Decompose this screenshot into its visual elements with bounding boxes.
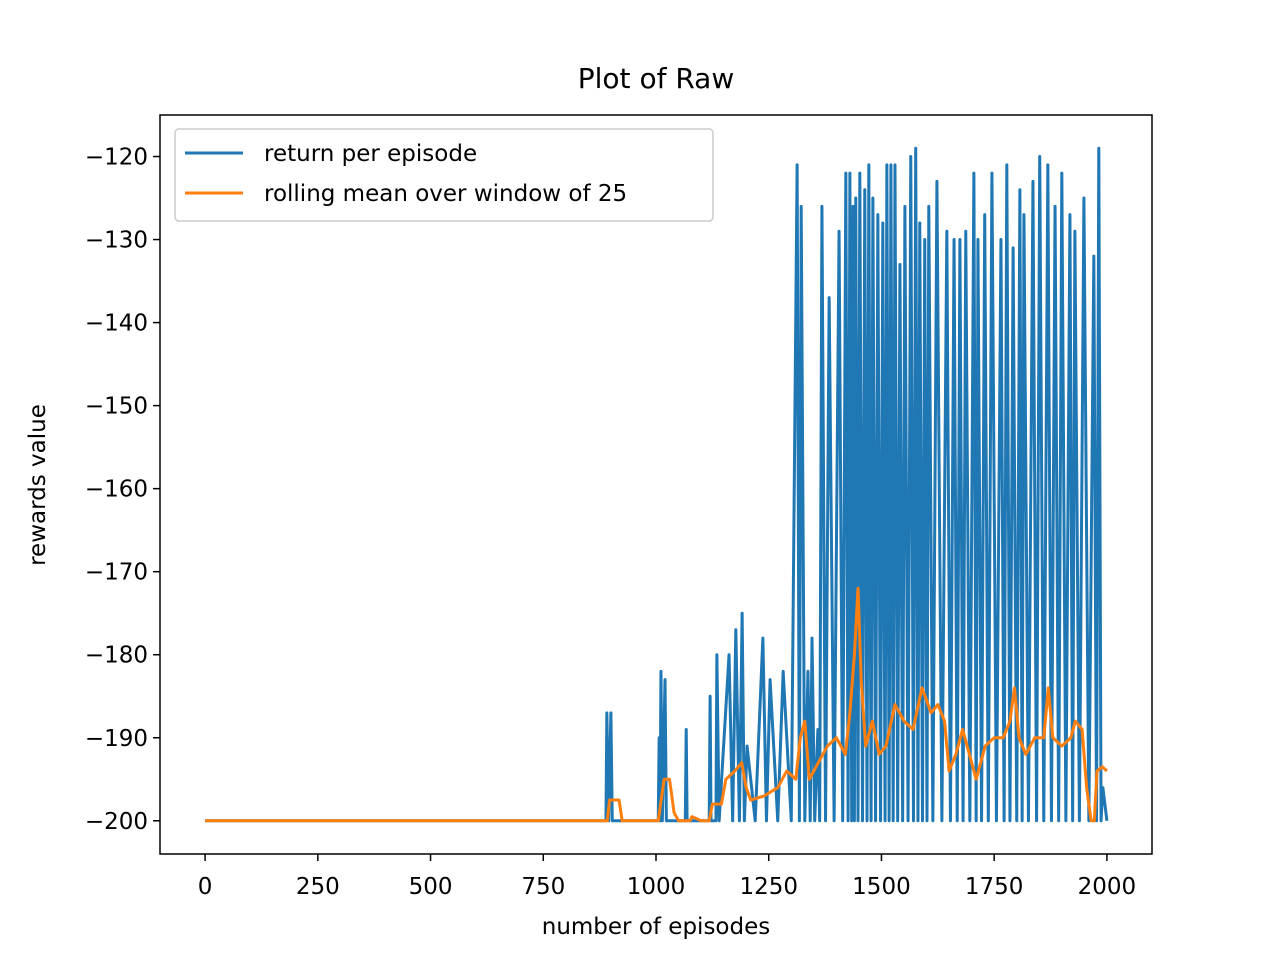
- legend-label: rolling mean over window of 25: [264, 181, 627, 207]
- x-tick-label: 1250: [739, 874, 798, 900]
- x-tick-label: 1500: [852, 874, 911, 900]
- axes-frame: [159, 114, 1153, 855]
- y-axis-label: rewards value: [25, 404, 51, 566]
- y-tick-label: −200: [85, 809, 148, 835]
- legend-box: [174, 128, 714, 222]
- x-tick-label: 250: [296, 874, 340, 900]
- y-tick-label: −180: [85, 643, 148, 669]
- x-tick-label: 2000: [1078, 874, 1137, 900]
- y-tick-label: −140: [85, 311, 148, 337]
- y-tick-label: −120: [85, 145, 148, 171]
- chart-title: Plot of Raw: [578, 62, 734, 95]
- x-tick-label: 0: [198, 874, 213, 900]
- x-tick-label: 1000: [627, 874, 686, 900]
- y-tick-label: −150: [85, 394, 148, 420]
- x-tick-label: 750: [521, 874, 565, 900]
- y-tick-label: −130: [85, 228, 148, 254]
- x-tick-label: 500: [409, 874, 453, 900]
- x-axis-label: number of episodes: [542, 914, 770, 940]
- legend-label: return per episode: [264, 141, 477, 167]
- x-tick-label: 1750: [965, 874, 1024, 900]
- y-tick-label: −160: [85, 477, 148, 503]
- y-tick-label: −170: [85, 560, 148, 586]
- series-line: [205, 146, 1109, 823]
- y-tick-label: −190: [85, 726, 148, 752]
- series-line: [205, 586, 1108, 823]
